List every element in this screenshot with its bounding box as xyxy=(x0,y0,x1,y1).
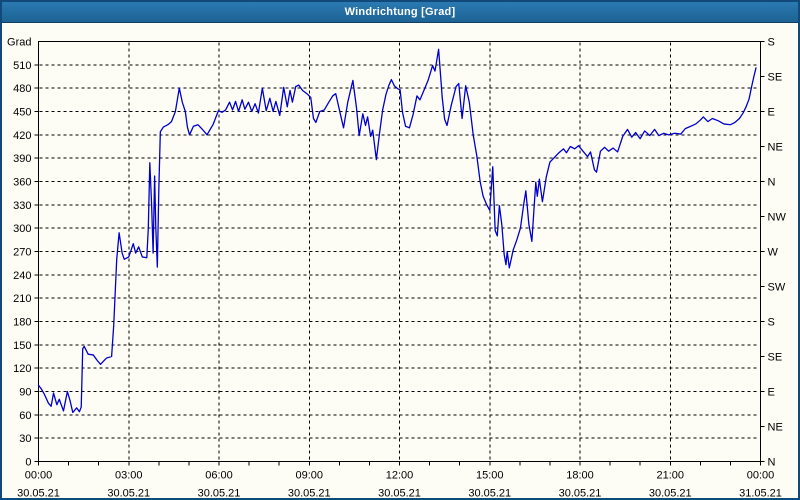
compass-tick-label: N xyxy=(768,457,776,469)
x-date-label: 30.05.21 xyxy=(649,488,692,499)
x-time-label: 00:00 xyxy=(25,470,53,482)
x-time-label: 00:00 xyxy=(747,470,775,482)
compass-tick-label: S xyxy=(768,37,775,49)
compass-tick-label: E xyxy=(768,387,775,399)
data-line xyxy=(37,48,757,414)
y-tick-label: 240 xyxy=(13,270,31,282)
y-tick-label: 0 xyxy=(25,457,31,469)
x-date-label: 30.05.21 xyxy=(468,488,511,499)
x-date-label: 30.05.21 xyxy=(17,488,60,499)
compass-tick-label: NE xyxy=(768,422,783,434)
x-date-label: 31.05.21 xyxy=(739,488,782,499)
x-date-label: 30.05.21 xyxy=(198,488,241,499)
y-tick-label: 30 xyxy=(19,433,31,445)
chart-area: 0 30 60 90 120 150 180 210 240 270 300 330 360 390 420… xyxy=(2,23,798,499)
compass-tick-label: SE xyxy=(768,352,783,364)
y-tick-label: 180 xyxy=(13,317,31,329)
window-title: Windrichtung [Grad] xyxy=(344,6,456,18)
x-date-label: 30.05.21 xyxy=(288,488,331,499)
y-tick-label: 330 xyxy=(13,200,31,212)
x-time-label: 21:00 xyxy=(656,470,684,482)
compass-tick-label: E xyxy=(768,107,775,119)
x-time-label: 18:00 xyxy=(566,470,594,482)
title-bar: Windrichtung [Grad] xyxy=(2,2,798,23)
x-time-label: 03:00 xyxy=(115,470,143,482)
y-tick-label: 300 xyxy=(13,223,31,235)
y-tick-label: 210 xyxy=(13,293,31,305)
y-tick-label: 420 xyxy=(13,130,31,142)
y-tick-label: 90 xyxy=(19,387,31,399)
x-date-label: 30.05.21 xyxy=(559,488,602,499)
y-axis-title: Grad xyxy=(7,37,31,49)
y-tick-label: 510 xyxy=(13,60,31,72)
y-tick-label: 360 xyxy=(13,177,31,189)
y-tick-label: 450 xyxy=(13,107,31,119)
y-tick-label: 390 xyxy=(13,153,31,165)
y-tick-label: 120 xyxy=(13,363,31,375)
compass-tick-label: SW xyxy=(768,282,786,294)
x-time-label: 09:00 xyxy=(295,470,323,482)
compass-tick-label: W xyxy=(768,247,779,259)
wind-direction-chart: 0 30 60 90 120 150 180 210 240 270 300 330 360 390 420… xyxy=(7,37,787,499)
compass-tick-label: S xyxy=(768,317,775,329)
y-tick-label: 150 xyxy=(13,340,31,352)
x-date-label: 30.05.21 xyxy=(378,488,421,499)
y-tick-label: 270 xyxy=(13,247,31,259)
x-time-label: 15:00 xyxy=(476,470,504,482)
y-tick-label: 60 xyxy=(19,410,31,422)
x-time-label: 06:00 xyxy=(205,470,233,482)
compass-tick-label: NE xyxy=(768,142,783,154)
y-tick-label: 480 xyxy=(13,83,31,95)
x-time-label: 12:00 xyxy=(386,470,414,482)
compass-tick-label: N xyxy=(768,177,776,189)
compass-tick-label: NW xyxy=(768,212,787,224)
x-date-label: 30.05.21 xyxy=(107,488,150,499)
compass-tick-label: SE xyxy=(768,72,783,84)
